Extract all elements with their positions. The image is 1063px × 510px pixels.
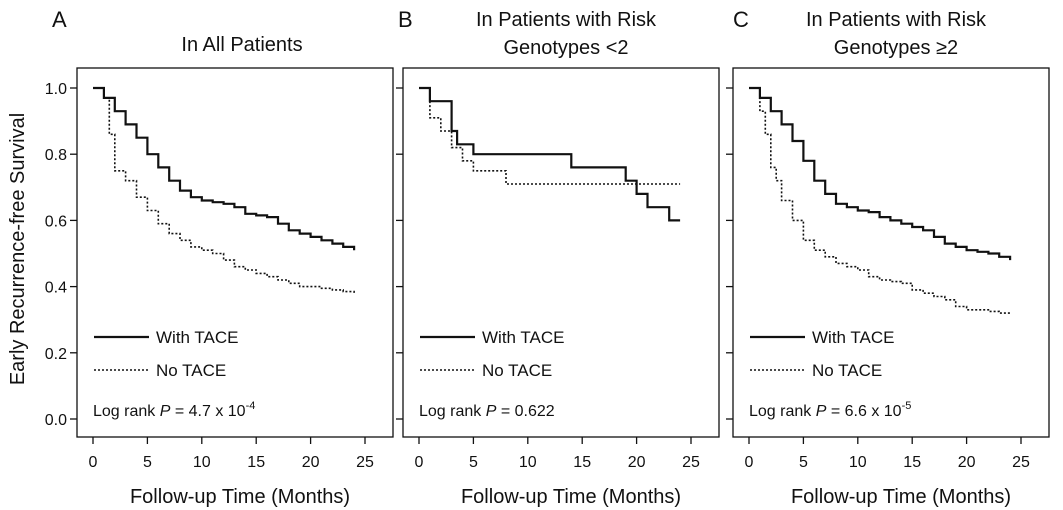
x-tick-label: 0 <box>745 454 754 471</box>
x-axis-label: Follow-up Time (Months) <box>791 486 1011 508</box>
x-tick-label: 5 <box>469 454 478 471</box>
x-tick-label: 25 <box>1012 454 1030 471</box>
y-tick-label: 0.8 <box>45 147 67 164</box>
y-axis-label: Early Recurrence-free Survival <box>7 113 29 385</box>
x-axis-label: Follow-up Time (Months) <box>130 486 350 508</box>
y-tick-label: 0.2 <box>45 346 67 363</box>
chart-panel-c: C In Patients with Risk Genotypes ≥2 0 5 10 15… <box>726 7 1050 508</box>
series-line-no-tace <box>419 87 681 185</box>
panel-title: Genotypes ≥2 <box>834 37 958 59</box>
x-tick-label: 25 <box>356 454 374 471</box>
chart-panel-a: A In All Patients 0 5 10 15 20 25 0.0 0.2 0.4 0.6 0.… <box>45 7 394 508</box>
x-tick-label: 25 <box>682 454 700 471</box>
x-tick-label: 15 <box>903 454 921 471</box>
series-line-with-tace <box>419 86 681 222</box>
chart-panels: A In All Patients 0 5 10 15 20 25 0.0 0.2 0.4 0.6 0.… <box>45 7 1050 508</box>
x-tick-label: 10 <box>849 454 867 471</box>
series-line-no-tace <box>749 87 1011 315</box>
log-rank-p-value: Log rank P = 6.6 x 10-5 <box>749 400 911 420</box>
legend-label: No TACE <box>812 361 882 380</box>
panel-letter: C <box>733 7 749 32</box>
x-tick-label: 10 <box>193 454 211 471</box>
x-tick-label: 15 <box>573 454 591 471</box>
x-tick-label: 0 <box>89 454 98 471</box>
y-tick-label: 1.0 <box>45 81 67 98</box>
y-tick-label: 0.6 <box>45 213 67 230</box>
panel-title: Genotypes <2 <box>503 37 628 59</box>
x-tick-label: 5 <box>143 454 152 471</box>
x-tick-label: 15 <box>247 454 265 471</box>
x-tick-label: 20 <box>628 454 646 471</box>
log-rank-p-value: Log rank P = 4.7 x 10-4 <box>93 400 255 420</box>
panel-title: In Patients with Risk <box>806 9 987 31</box>
legend-label: With TACE <box>812 328 895 347</box>
series-line-with-tace <box>749 86 1012 261</box>
series-line-no-tace <box>93 87 355 294</box>
panel-letter: B <box>398 7 413 32</box>
panel-title: In All Patients <box>181 34 302 56</box>
x-tick-label: 5 <box>799 454 808 471</box>
plot-frame <box>732 67 1050 438</box>
legend-label: With TACE <box>156 328 239 347</box>
panel-letter: A <box>52 7 67 32</box>
x-tick-label: 10 <box>519 454 537 471</box>
y-tick-label: 0.4 <box>45 280 67 297</box>
y-tick-label: 0.0 <box>45 412 67 429</box>
x-tick-label: 0 <box>415 454 424 471</box>
plot-frame <box>402 67 720 438</box>
plot-frame <box>76 67 394 438</box>
legend-label: No TACE <box>156 361 226 380</box>
series-line-with-tace <box>93 86 356 251</box>
x-tick-label: 20 <box>302 454 320 471</box>
panel-title: In Patients with Risk <box>476 9 657 31</box>
log-rank-p-value: Log rank P = 0.622 <box>419 403 555 420</box>
chart-panel-b: B In Patients with Risk Genotypes <2 0 5 10 15… <box>396 7 720 508</box>
x-axis-label: Follow-up Time (Months) <box>461 486 681 508</box>
legend-label: With TACE <box>482 328 565 347</box>
x-tick-label: 20 <box>958 454 976 471</box>
legend-label: No TACE <box>482 361 552 380</box>
